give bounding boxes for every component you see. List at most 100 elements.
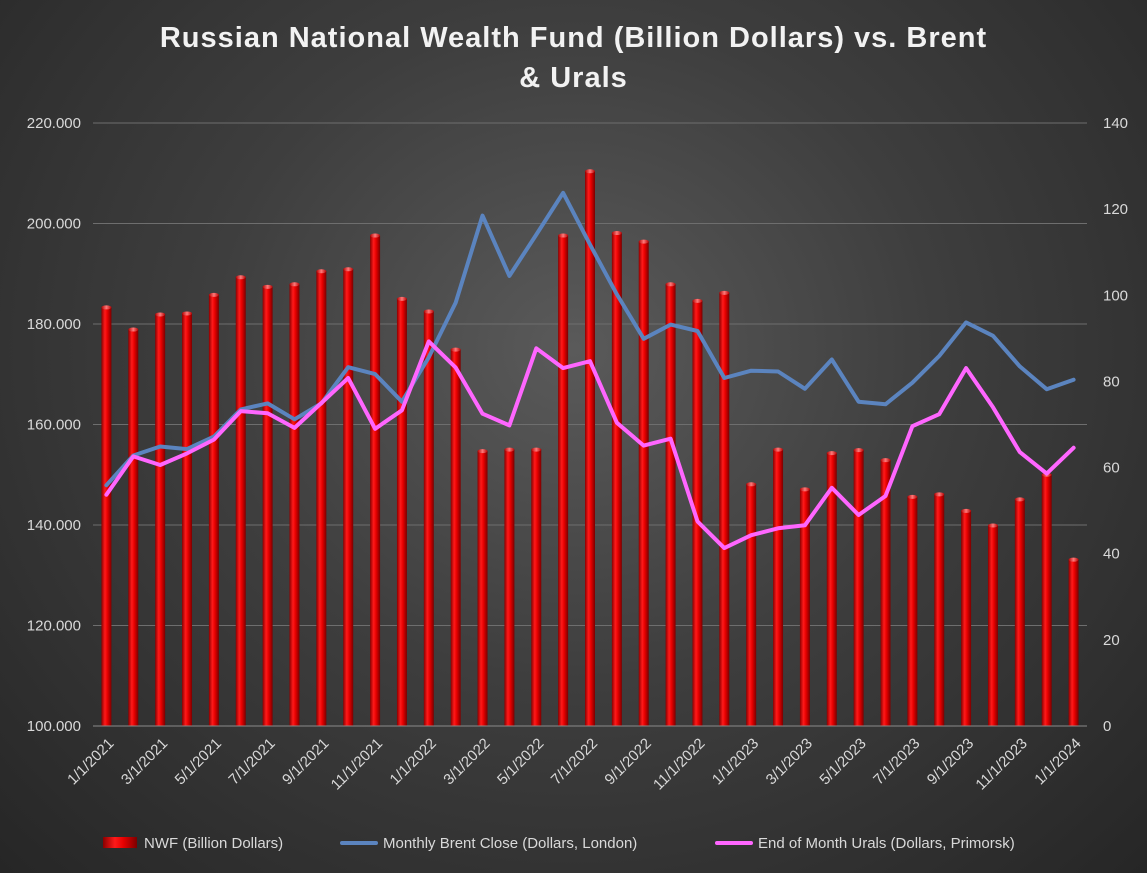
x-tick-label: 9/1/2021 (279, 735, 332, 788)
nwf-bar (638, 241, 649, 726)
nwf-bar (155, 314, 166, 726)
nwf-bar-cap (370, 233, 381, 238)
nwf-bar-cap (961, 508, 972, 513)
x-tick-label: 1/1/2021 (64, 735, 117, 788)
y-left-tick-label: 200.000 (27, 216, 81, 233)
nwf-bar (585, 171, 595, 727)
nwf-bar-cap (585, 169, 595, 174)
nwf-bar-cap (396, 296, 407, 301)
nwf-bar-cap (934, 492, 945, 497)
legend-label: NWF (Billion Dollars) (144, 835, 283, 852)
nwf-bar-cap (343, 267, 354, 272)
nwf-bar (773, 449, 784, 726)
nwf-bar-cap (101, 305, 112, 310)
nwf-bar (316, 271, 327, 726)
x-tick-label: 1/1/2022 (387, 735, 440, 788)
nwf-bar-cap (665, 282, 676, 287)
nwf-bar (450, 349, 461, 726)
x-tick-label: 1/1/2023 (709, 735, 762, 788)
x-tick-label: 9/1/2023 (924, 735, 977, 788)
nwf-bar (665, 284, 676, 726)
nwf-bar (746, 484, 757, 726)
nwf-bar-cap (746, 482, 757, 487)
nwf-bar-cap (289, 282, 300, 287)
y-left-tick-label: 160.000 (27, 417, 81, 434)
nwf-bar (692, 300, 703, 726)
nwf-bar (880, 460, 891, 726)
nwf-bar-cap (558, 233, 569, 238)
legend-label: Monthly Brent Close (Dollars, London) (383, 835, 637, 852)
nwf-bar (423, 311, 434, 726)
nwf-bar (396, 298, 407, 726)
x-tick-label: 5/1/2023 (816, 735, 869, 788)
nwf-bar-cap (316, 269, 327, 274)
nwf-bar-cap (477, 449, 488, 454)
nwf-bar-cap (423, 309, 434, 314)
brent-line (104, 190, 1076, 488)
nwf-bar (1068, 559, 1079, 726)
nwf-bar-cap (155, 312, 166, 317)
nwf-bar (987, 525, 998, 726)
right-axis: 0 20 40 60 80 100 120 140 (1103, 115, 1128, 735)
y-left-tick-label: 140.000 (27, 517, 81, 534)
urals-line (104, 339, 1076, 551)
y-right-tick-label: 100 (1103, 287, 1128, 304)
nwf-bar (611, 233, 622, 727)
nwf-bar-cap (799, 487, 810, 492)
legend-item: End of Month Urals (Dollars, Primorsk) (715, 835, 1015, 852)
y-right-tick-label: 80 (1103, 373, 1120, 390)
nwf-bar (262, 286, 273, 726)
x-axis: 1/1/2021 3/1/2021 5/1/2021 7/1/2021 9/1/2021… (64, 725, 1087, 793)
nwf-bar-cap (853, 448, 864, 453)
nwf-bar (504, 449, 515, 726)
nwf-bar (531, 449, 542, 726)
x-tick-label: 3/1/2023 (763, 735, 816, 788)
nwf-bar-cap (1068, 557, 1079, 562)
nwf-bar-cap (638, 239, 649, 244)
legend-label: End of Month Urals (Dollars, Primorsk) (758, 835, 1015, 852)
nwf-bar-cap (773, 447, 784, 452)
y-left-tick-label: 220.000 (27, 115, 81, 132)
nwf-bar (477, 451, 488, 726)
nwf-bar-cap (235, 275, 246, 280)
legend-item: Monthly Brent Close (Dollars, London) (340, 835, 637, 852)
chart-title-line-2: & Urals (519, 62, 628, 94)
nwf-bar-cap (531, 447, 542, 452)
x-tick-label: 1/1/2024 (1031, 735, 1084, 788)
x-tick-label: 3/1/2021 (118, 735, 171, 788)
nwf-bar (826, 453, 837, 726)
y-right-tick-label: 0 (1103, 718, 1111, 735)
x-tick-label: 7/1/2021 (225, 735, 278, 788)
nwf-bar (558, 235, 569, 726)
nwf-bar-cap (692, 298, 703, 303)
y-right-tick-label: 140 (1103, 115, 1128, 132)
chart-title-line-1: Russian National Wealth Fund (Billion Do… (159, 22, 988, 54)
y-left-tick-label: 120.000 (27, 618, 81, 635)
x-tick-label: 5/1/2021 (172, 735, 225, 788)
nwf-bar-cap (262, 284, 273, 289)
nwf-bar (101, 307, 112, 726)
nwf-bar (853, 450, 864, 726)
nwf-bar (1014, 499, 1025, 726)
x-tick-label: 9/1/2022 (601, 735, 654, 788)
y-right-tick-label: 40 (1103, 546, 1120, 563)
line-series (104, 190, 1076, 551)
legend-item: NWF (Billion Dollars) (103, 835, 283, 852)
nwf-bars (101, 169, 1079, 727)
x-tick-label: 3/1/2022 (440, 735, 493, 788)
nwf-bar (235, 277, 246, 726)
nwf-bar (799, 489, 810, 726)
x-tick-label: 7/1/2022 (548, 735, 601, 788)
x-tick-label: 11/1/2023 (972, 735, 1030, 793)
nwf-bar (961, 510, 972, 726)
nwf-bar (719, 292, 730, 726)
legend: NWF (Billion Dollars) Monthly Brent Close… (103, 835, 1015, 852)
nwf-bar-cap (880, 458, 891, 463)
nwf-bar (128, 329, 139, 726)
nwf-bar-cap (450, 347, 461, 352)
nwf-bar-cap (182, 311, 193, 316)
nwf-bar-cap (208, 292, 219, 297)
nwf-bar-cap (504, 447, 515, 452)
nwf-bar-cap (987, 523, 998, 528)
